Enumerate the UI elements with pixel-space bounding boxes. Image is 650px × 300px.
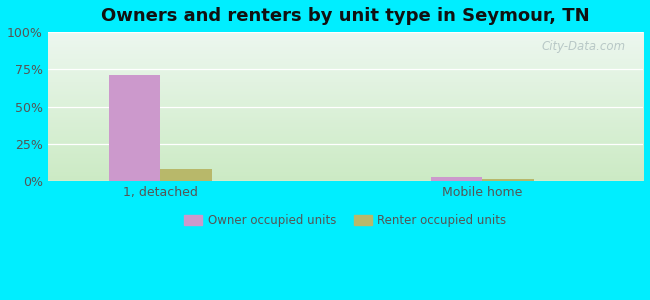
Bar [109, 75, 161, 181]
Bar [431, 178, 482, 181]
Bar [161, 169, 212, 181]
Text: City-Data.com: City-Data.com [541, 40, 625, 52]
Legend: Owner occupied units, Renter occupied units: Owner occupied units, Renter occupied un… [179, 209, 512, 232]
Title: Owners and renters by unit type in Seymour, TN: Owners and renters by unit type in Seymo… [101, 7, 590, 25]
Bar [482, 179, 534, 181]
